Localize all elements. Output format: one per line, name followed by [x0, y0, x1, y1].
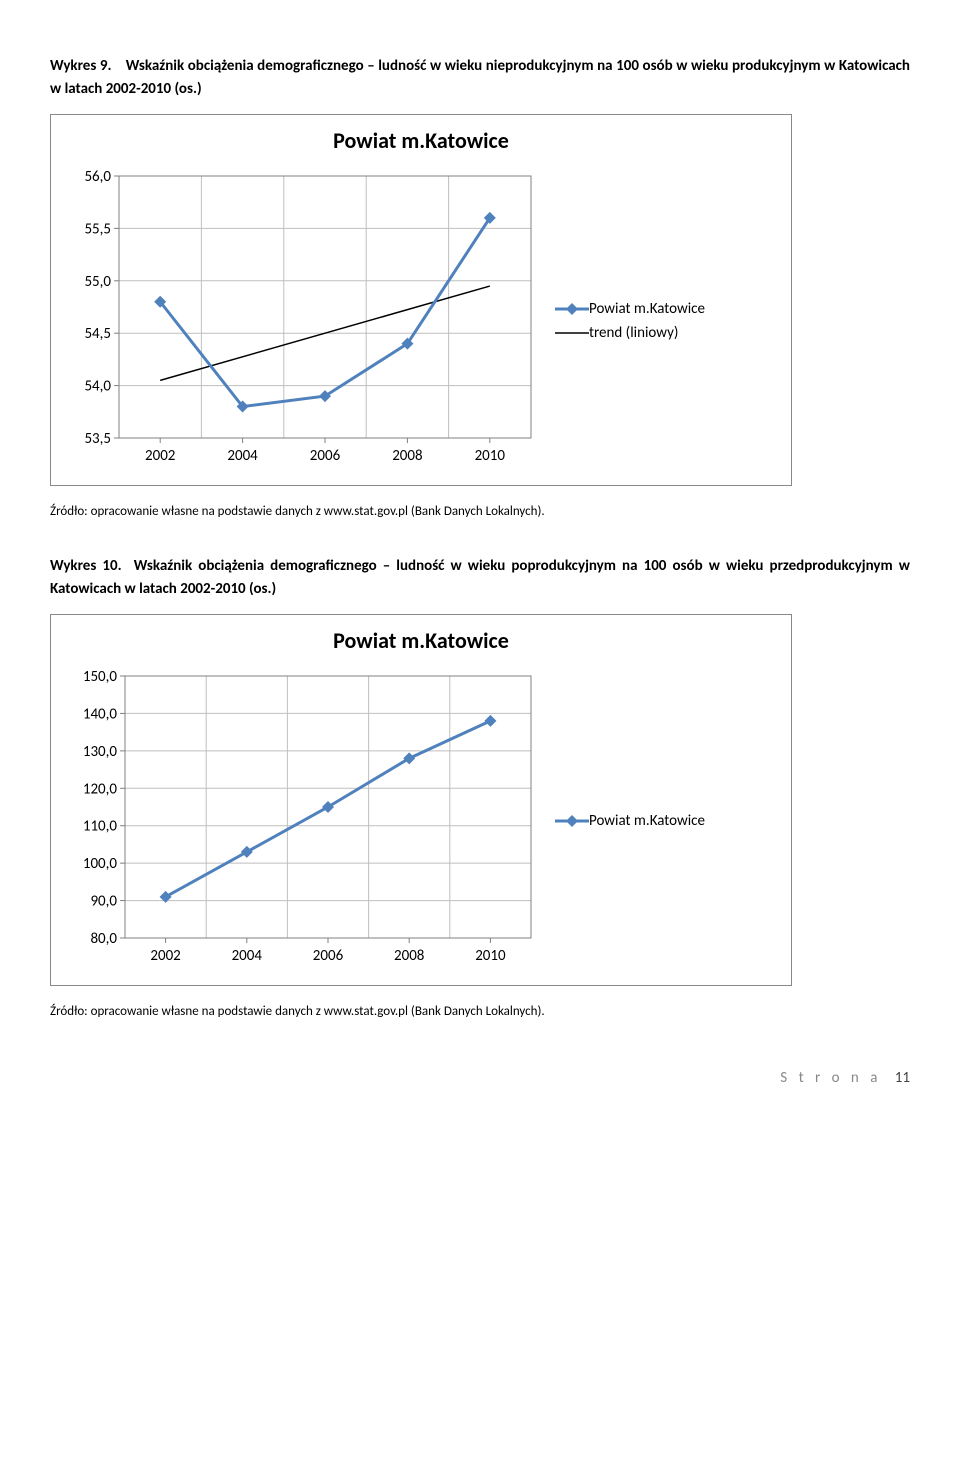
svg-text:53,5: 53,5 — [84, 430, 111, 448]
legend-series-1-label: Powiat m.Katowice — [589, 300, 705, 318]
svg-text:2010: 2010 — [475, 947, 506, 965]
svg-text:130,0: 130,0 — [83, 743, 118, 761]
svg-text:80,0: 80,0 — [90, 930, 117, 948]
chart-1-title: Powiat m.Katowice — [61, 127, 781, 154]
source-1: Źródło: opracowanie własne na podstawie … — [50, 504, 910, 519]
footer-pagenum: 11 — [895, 1069, 910, 1087]
figure-label-1: Wykres 9. — [50, 57, 112, 75]
svg-text:2002: 2002 — [145, 447, 175, 465]
svg-text:2002: 2002 — [150, 947, 180, 965]
legend-trend-1: trend (liniowy) — [555, 324, 705, 342]
figure-text-2: Wskaźnik obciążenia demograficznego – lu… — [50, 557, 910, 598]
footer-text: S t r o n a — [780, 1069, 881, 1087]
legend-series-1: Powiat m.Katowice — [555, 300, 705, 318]
svg-text:2004: 2004 — [227, 447, 258, 465]
chart-2-title: Powiat m.Katowice — [61, 627, 781, 654]
source-2: Źródło: opracowanie własne na podstawie … — [50, 1004, 910, 1019]
chart-2-body: 80,0 90,0 100,0 110,0 120,0 130,0 140,0 150,0 20… — [61, 668, 781, 973]
svg-text:110,0: 110,0 — [83, 818, 118, 836]
page-footer: S t r o n a 11 — [50, 1069, 910, 1087]
legend-swatch-series — [555, 302, 589, 316]
chart-2-svg: 80,0 90,0 100,0 110,0 120,0 130,0 140,0 150,0 20… — [61, 668, 541, 968]
legend-series-2: Powiat m.Katowice — [555, 812, 705, 830]
svg-text:56,0: 56,0 — [84, 168, 111, 186]
legend-series-2-label: Powiat m.Katowice — [589, 812, 705, 830]
chart-1-legend: Powiat m.Katowice trend (liniowy) — [555, 294, 705, 348]
figure-caption-2: Wykres 10. Wskaźnik obciążenia demografi… — [50, 555, 910, 600]
svg-text:2004: 2004 — [232, 947, 263, 965]
chart-2: Powiat m.Katowice 80,0 90,0 100,0 110,0 120,… — [50, 614, 792, 986]
svg-text:54,0: 54,0 — [84, 378, 111, 396]
svg-text:140,0: 140,0 — [83, 705, 118, 723]
svg-text:54,5: 54,5 — [84, 325, 111, 343]
svg-text:150,0: 150,0 — [83, 668, 118, 686]
chart-1-body: 53,5 54,0 54,5 55,0 55,5 56,0 2002 2004 2006 2008… — [61, 168, 781, 473]
chart-2-legend: Powiat m.Katowice — [555, 806, 705, 836]
svg-text:2008: 2008 — [394, 947, 424, 965]
chart-2-plot: 80,0 90,0 100,0 110,0 120,0 130,0 140,0 150,0 20… — [61, 668, 541, 973]
svg-text:100,0: 100,0 — [83, 855, 118, 873]
svg-text:90,0: 90,0 — [90, 893, 117, 911]
chart-1: Powiat m.Katowice 53,5 54,0 54,5 55,0 55,5 56… — [50, 114, 792, 486]
svg-text:120,0: 120,0 — [83, 780, 118, 798]
svg-text:2006: 2006 — [313, 947, 344, 965]
figure-label-2: Wykres 10. — [50, 557, 122, 575]
legend-trend-1-label: trend (liniowy) — [589, 324, 678, 342]
svg-text:2008: 2008 — [392, 447, 422, 465]
figure-caption-1: Wykres 9. Wskaźnik obciążenia demografic… — [50, 55, 910, 100]
chart-1-svg: 53,5 54,0 54,5 55,0 55,5 56,0 2002 2004 2006 2008… — [61, 168, 541, 468]
figure-text-1: Wskaźnik obciążenia demograficznego – lu… — [50, 57, 910, 98]
legend-swatch-series-2 — [555, 814, 589, 828]
legend-swatch-trend — [555, 326, 589, 340]
svg-text:2006: 2006 — [310, 447, 341, 465]
svg-text:55,0: 55,0 — [84, 273, 111, 291]
chart-1-plot: 53,5 54,0 54,5 55,0 55,5 56,0 2002 2004 2006 2008… — [61, 168, 541, 473]
svg-text:2010: 2010 — [475, 447, 506, 465]
svg-text:55,5: 55,5 — [84, 220, 111, 238]
